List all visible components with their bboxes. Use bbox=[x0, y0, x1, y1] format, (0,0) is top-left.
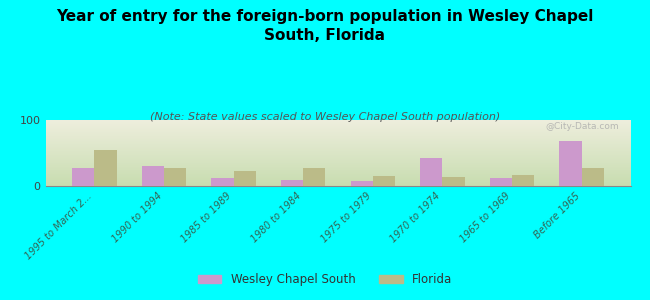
Text: @City-Data.com: @City-Data.com bbox=[545, 122, 619, 131]
Bar bbox=[443, 177, 465, 186]
Text: Year of entry for the foreign-born population in Wesley Chapel
South, Florida: Year of entry for the foreign-born popul… bbox=[57, 9, 593, 43]
Bar bbox=[582, 167, 604, 186]
Bar bbox=[211, 178, 233, 186]
Bar bbox=[303, 168, 326, 186]
Bar bbox=[164, 167, 186, 186]
Bar bbox=[142, 166, 164, 186]
Bar bbox=[512, 175, 534, 186]
Bar bbox=[420, 158, 443, 186]
Bar bbox=[560, 141, 582, 186]
Bar bbox=[233, 172, 256, 186]
Bar bbox=[72, 167, 94, 186]
Bar bbox=[490, 178, 512, 186]
Bar bbox=[94, 150, 116, 186]
Bar bbox=[350, 181, 373, 186]
Bar bbox=[373, 176, 395, 186]
Bar bbox=[281, 180, 303, 186]
Text: (Note: State values scaled to Wesley Chapel South population): (Note: State values scaled to Wesley Cha… bbox=[150, 112, 500, 122]
Legend: Wesley Chapel South, Florida: Wesley Chapel South, Florida bbox=[193, 269, 457, 291]
